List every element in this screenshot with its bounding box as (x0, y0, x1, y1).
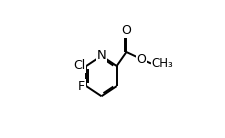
Text: F: F (78, 80, 85, 93)
Text: N: N (96, 49, 106, 62)
Text: O: O (121, 24, 131, 37)
Text: CH₃: CH₃ (151, 57, 173, 70)
Text: Cl: Cl (73, 59, 85, 72)
Text: O: O (136, 52, 146, 66)
